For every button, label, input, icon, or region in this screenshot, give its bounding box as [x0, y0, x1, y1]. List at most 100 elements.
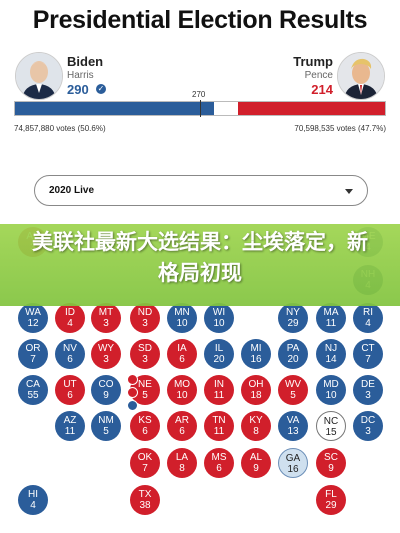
caret-down-icon — [345, 189, 353, 194]
state-electoral-votes: 13 — [287, 426, 299, 437]
election-year-select[interactable]: 2020 Live — [34, 175, 368, 206]
state-tile-tx[interactable]: TX 38 — [130, 485, 160, 515]
district-dot — [127, 387, 138, 398]
state-abbr: IN — [214, 379, 224, 390]
state-tile-pa[interactable]: PA 20 — [278, 339, 308, 369]
state-abbr: TX — [138, 489, 152, 500]
state-tile-wy[interactable]: WY 3 — [91, 339, 121, 369]
state-tile-ct[interactable]: CT 7 — [353, 339, 383, 369]
state-tile-ms[interactable]: MS 6 — [204, 448, 234, 478]
state-tile-dc[interactable]: DC 3 — [353, 411, 383, 441]
state-abbr: IA — [177, 343, 187, 354]
state-tile-wa[interactable]: WA 12 — [18, 303, 48, 333]
state-abbr: CO — [98, 379, 114, 390]
check-icon: ✓ — [96, 84, 106, 94]
state-tile-in[interactable]: IN 11 — [204, 375, 234, 405]
state-tile-de[interactable]: DE 3 — [353, 375, 383, 405]
state-tile-la[interactable]: LA 8 — [167, 448, 197, 478]
state-electoral-votes: 6 — [142, 426, 148, 437]
state-tile-ma[interactable]: MA 11 — [316, 303, 346, 333]
state-electoral-votes: 3 — [365, 390, 371, 401]
state-tile-ok[interactable]: OK 7 — [130, 448, 160, 478]
state-electoral-votes: 12 — [27, 318, 39, 329]
state-electoral-votes: 6 — [67, 354, 73, 365]
state-electoral-votes: 11 — [213, 426, 225, 437]
state-tile-nv[interactable]: NV 6 — [55, 339, 85, 369]
state-abbr: WY — [97, 343, 115, 354]
district-dot — [127, 400, 138, 411]
state-tile-tn[interactable]: TN 11 — [204, 411, 234, 441]
state-tile-ri[interactable]: RI 4 — [353, 303, 383, 333]
state-tile-ny[interactable]: NY 29 — [278, 303, 308, 333]
state-tile-nc[interactable]: NC 15 — [316, 411, 346, 441]
state-abbr: CA — [26, 379, 40, 390]
state-tile-co[interactable]: CO 9 — [91, 375, 121, 405]
state-electoral-votes: 16 — [250, 354, 262, 365]
state-tile-sc[interactable]: SC 9 — [316, 448, 346, 478]
state-tile-nm[interactable]: NM 5 — [91, 411, 121, 441]
state-tile-ut[interactable]: UT 6 — [55, 375, 85, 405]
state-abbr: MS — [211, 452, 227, 463]
state-electoral-votes: 10 — [325, 390, 337, 401]
state-tile-ga[interactable]: GA 16 — [278, 448, 308, 478]
rep-bar-fill — [238, 102, 385, 115]
headline-banner — [0, 224, 400, 306]
state-tile-mi[interactable]: MI 16 — [241, 339, 271, 369]
state-abbr: GA — [285, 453, 301, 464]
state-tile-nd[interactable]: ND 3 — [130, 303, 160, 333]
state-tile-va[interactable]: VA 13 — [278, 411, 308, 441]
state-abbr: AZ — [63, 415, 77, 426]
state-electoral-votes: 9 — [253, 463, 259, 474]
state-electoral-votes: 15 — [325, 427, 337, 438]
state-tile-ca[interactable]: CA 55 — [18, 375, 48, 405]
state-electoral-votes: 20 — [213, 354, 225, 365]
state-tile-al[interactable]: AL 9 — [241, 448, 271, 478]
state-abbr: OH — [248, 379, 264, 390]
state-tile-id[interactable]: ID 4 — [55, 303, 85, 333]
state-tile-mt[interactable]: MT 3 — [91, 303, 121, 333]
state-electoral-votes: 10 — [213, 318, 225, 329]
state-tile-nj[interactable]: NJ 14 — [316, 339, 346, 369]
headline-text: 美联社最新大选结果：尘埃落定，新格局初现 — [32, 231, 368, 285]
state-electoral-votes: 3 — [103, 318, 109, 329]
biden-popular-votes: 74,857,880 votes (50.6%) — [14, 124, 106, 133]
state-tile-ia[interactable]: IA 6 — [167, 339, 197, 369]
state-electoral-votes: 4 — [30, 500, 36, 511]
state-tile-ar[interactable]: AR 6 — [167, 411, 197, 441]
state-electoral-votes: 55 — [27, 390, 39, 401]
state-tile-il[interactable]: IL 20 — [204, 339, 234, 369]
state-abbr: NJ — [324, 343, 338, 354]
state-abbr: OK — [137, 452, 153, 463]
state-tile-oh[interactable]: OH 18 — [241, 375, 271, 405]
state-tile-mn[interactable]: MN 10 — [167, 303, 197, 333]
state-tile-wv[interactable]: WV 5 — [278, 375, 308, 405]
trump-electoral-votes: 214 — [311, 82, 333, 97]
state-electoral-votes: 5 — [290, 390, 296, 401]
state-tile-ky[interactable]: KY 8 — [241, 411, 271, 441]
state-tile-md[interactable]: MD 10 — [316, 375, 346, 405]
state-abbr: KS — [138, 415, 152, 426]
state-electoral-votes: 11 — [213, 390, 225, 401]
state-tile-sd[interactable]: SD 3 — [130, 339, 160, 369]
trump-running-mate: Pence — [304, 70, 333, 81]
state-electoral-votes: 8 — [253, 426, 259, 437]
state-tile-or[interactable]: OR 7 — [18, 339, 48, 369]
state-tile-ks[interactable]: KS 6 — [130, 411, 160, 441]
state-tile-hi[interactable]: HI 4 — [18, 485, 48, 515]
state-abbr: LA — [175, 452, 189, 463]
biden-avatar — [15, 52, 63, 100]
state-tile-mo[interactable]: MO 10 — [167, 375, 197, 405]
state-electoral-votes: 11 — [325, 318, 337, 329]
state-electoral-votes: 6 — [67, 390, 73, 401]
state-abbr: KY — [249, 415, 263, 426]
biden-electoral-votes: 290 — [67, 82, 89, 97]
state-electoral-votes: 8 — [179, 463, 185, 474]
state-tile-az[interactable]: AZ 11 — [55, 411, 85, 441]
state-abbr: MI — [250, 343, 262, 354]
state-tile-wi[interactable]: WI 10 — [204, 303, 234, 333]
state-abbr: NV — [63, 343, 77, 354]
state-electoral-votes: 6 — [179, 354, 185, 365]
state-electoral-votes: 16 — [287, 464, 299, 475]
state-tile-fl[interactable]: FL 29 — [316, 485, 346, 515]
threshold-label: 270 — [192, 90, 206, 99]
